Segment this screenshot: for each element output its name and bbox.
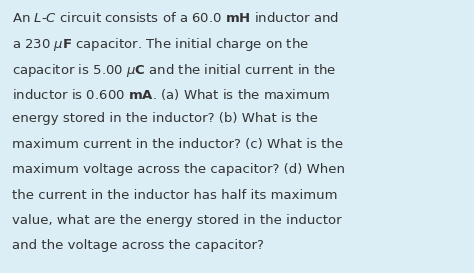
Text: capacitor is 5.00 $\mu\mathbf{C}$ and the initial current in the: capacitor is 5.00 $\mu\mathbf{C}$ and th…: [12, 62, 336, 79]
Text: energy stored in the inductor? (b) What is the: energy stored in the inductor? (b) What …: [12, 112, 318, 126]
Text: inductor is 0.600 $\mathbf{mA}$. (a) What is the maximum: inductor is 0.600 $\mathbf{mA}$. (a) Wha…: [12, 87, 330, 102]
Text: maximum voltage across the capacitor? (d) When: maximum voltage across the capacitor? (d…: [12, 163, 345, 176]
Text: a 230 $\mu\mathbf{F}$ capacitor. The initial charge on the: a 230 $\mu\mathbf{F}$ capacitor. The ini…: [12, 36, 309, 53]
Text: and the voltage across the capacitor?: and the voltage across the capacitor?: [12, 239, 264, 253]
Text: An $L$-$C$ circuit consists of a 60.0 $\mathbf{mH}$ inductor and: An $L$-$C$ circuit consists of a 60.0 $\…: [12, 11, 339, 25]
Text: value, what are the energy stored in the inductor: value, what are the energy stored in the…: [12, 214, 341, 227]
Text: the current in the inductor has half its maximum: the current in the inductor has half its…: [12, 189, 337, 202]
Text: maximum current in the inductor? (c) What is the: maximum current in the inductor? (c) Wha…: [12, 138, 343, 151]
